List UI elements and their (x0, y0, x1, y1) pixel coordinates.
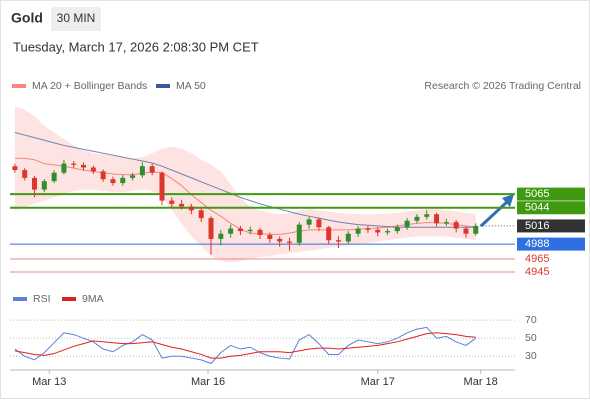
legend-9ma-label: 9MA (82, 293, 104, 305)
candle-body (198, 210, 204, 219)
candle-body (110, 179, 116, 184)
candle-body (228, 228, 234, 234)
y-tick-label: 50 (525, 332, 537, 344)
candle-body (267, 235, 273, 239)
candle-body (71, 163, 77, 165)
candle-body (149, 166, 155, 173)
candle-body (81, 164, 87, 168)
candle-body (120, 177, 126, 184)
y-tick-label: 30 (525, 350, 537, 362)
instrument-title: Gold (11, 10, 43, 26)
rsi-line (14, 332, 476, 359)
candle-body (247, 229, 253, 232)
x-tick-label: Mar 17 (361, 376, 395, 388)
level-label: 5044 (525, 202, 549, 214)
candle-body (296, 224, 302, 243)
candle-body (51, 172, 57, 182)
candle-body (100, 171, 106, 180)
candle-body (32, 177, 38, 190)
candle-body (463, 228, 469, 234)
forecast-arrow (479, 199, 510, 228)
candle-body (188, 206, 194, 211)
x-tick-label: Mar 18 (464, 376, 498, 388)
candle-body (335, 240, 341, 242)
legend-9ma-swatch (62, 297, 76, 301)
candle-body (414, 216, 420, 221)
candle-body (345, 233, 351, 242)
rsi-line (14, 326, 477, 365)
candle-body (218, 233, 224, 239)
candle-body (443, 222, 449, 224)
legend-bands-swatch (12, 84, 26, 88)
legend-rsi-swatch (13, 297, 27, 301)
candle-body (159, 172, 165, 201)
level-label: 5065 (525, 188, 549, 200)
datetime: Tuesday, March 17, 2026 2:08:30 PM CET (13, 39, 259, 54)
legend-ma50-label: MA 50 (176, 80, 206, 92)
x-tick-label: Mar 13 (32, 376, 66, 388)
level-label-bg (517, 187, 585, 201)
candle-body (22, 170, 28, 178)
candle-body (90, 167, 96, 172)
candle-body (286, 241, 292, 243)
y-tick-label: 70 (525, 314, 537, 326)
x-tick-label: Mar 16 (191, 376, 225, 388)
interval-badge[interactable] (51, 7, 101, 31)
candle-body (12, 166, 18, 171)
level-label: 4988 (525, 238, 549, 250)
candle-body (394, 227, 400, 232)
candle-body (326, 227, 332, 241)
interval-label[interactable]: 30 MIN (57, 11, 96, 25)
candle-body (434, 214, 440, 224)
level-label-bg (517, 219, 585, 233)
candle-body (473, 225, 479, 234)
candle-body (404, 220, 410, 228)
candle-body (355, 228, 361, 234)
candle-body (237, 228, 243, 232)
legend-rsi-label: RSI (33, 293, 51, 305)
candle-body (179, 203, 185, 207)
legend-bands-label: MA 20 + Bollinger Bands (32, 80, 147, 92)
candle-body (365, 228, 371, 230)
candle-body (453, 222, 459, 229)
candle-body (257, 229, 263, 236)
candle-body (139, 166, 145, 176)
level-label: 4965 (525, 253, 549, 265)
candle-body (41, 181, 47, 190)
candle-body (277, 238, 283, 242)
level-label-bg (517, 201, 585, 215)
credit: Research © 2026 Trading Central (424, 80, 581, 92)
candle-body (375, 229, 381, 233)
level-label: 4945 (525, 266, 549, 278)
level-label: 5016 (525, 220, 549, 232)
candle-body (306, 219, 312, 225)
candle-body (424, 214, 430, 217)
candle-body (385, 231, 391, 233)
candle-body (130, 175, 136, 178)
candle-body (169, 200, 175, 204)
candle-body (61, 163, 67, 173)
bollinger-band (14, 106, 476, 263)
candle-body (208, 218, 214, 239)
legend-ma50-swatch (156, 84, 170, 88)
level-label-bg (517, 237, 585, 251)
forecast-arrow-head (502, 194, 514, 207)
candle-body (316, 219, 322, 228)
